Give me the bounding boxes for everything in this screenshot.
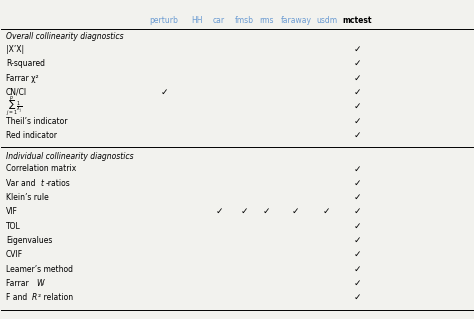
Text: VIF: VIF (6, 207, 18, 216)
Text: fmsb: fmsb (235, 16, 254, 26)
Text: ✓: ✓ (215, 207, 223, 216)
Text: faraway: faraway (281, 16, 311, 26)
Text: F and: F and (6, 293, 30, 302)
Text: Overall collinearity diagnostics: Overall collinearity diagnostics (6, 32, 124, 41)
Text: mctest: mctest (342, 16, 372, 26)
Text: ✓: ✓ (354, 116, 361, 125)
Text: ✓: ✓ (354, 131, 361, 140)
Text: ✓: ✓ (354, 207, 361, 216)
Text: ✓: ✓ (354, 102, 361, 111)
Text: Leamer’s method: Leamer’s method (6, 264, 73, 274)
Text: car: car (213, 16, 225, 26)
Text: R-squared: R-squared (6, 59, 45, 68)
Text: Farrar: Farrar (6, 279, 31, 288)
Text: $\sum_{j=1}^{p} \frac{1}{\lambda_j}$: $\sum_{j=1}^{p} \frac{1}{\lambda_j}$ (6, 95, 22, 119)
Text: Theil’s indicator: Theil’s indicator (6, 116, 68, 125)
Text: ✓: ✓ (354, 59, 361, 68)
Text: Individual collinearity diagnostics: Individual collinearity diagnostics (6, 152, 134, 161)
Text: ² relation: ² relation (37, 293, 73, 302)
Text: ✓: ✓ (354, 293, 361, 302)
Text: ✓: ✓ (354, 222, 361, 231)
Text: ✓: ✓ (292, 207, 300, 216)
Text: perturb: perturb (149, 16, 178, 26)
Text: HH: HH (191, 16, 203, 26)
Text: Correlation matrix: Correlation matrix (6, 165, 76, 174)
Text: ✓: ✓ (354, 88, 361, 97)
Text: ✓: ✓ (354, 264, 361, 274)
Text: ✓: ✓ (354, 165, 361, 174)
Text: ✓: ✓ (323, 207, 330, 216)
Text: t: t (40, 179, 44, 188)
Text: -ratios: -ratios (46, 179, 71, 188)
Text: Var and: Var and (6, 179, 38, 188)
Text: CN/CI: CN/CI (6, 88, 27, 97)
Text: TOL: TOL (6, 222, 21, 231)
Text: usdm: usdm (316, 16, 337, 26)
Text: Eigenvalues: Eigenvalues (6, 236, 53, 245)
Text: ✓: ✓ (160, 88, 168, 97)
Text: R: R (32, 293, 37, 302)
Text: Farrar χ²: Farrar χ² (6, 74, 39, 83)
Text: ✓: ✓ (354, 279, 361, 288)
Text: Red indicator: Red indicator (6, 131, 57, 140)
Text: ᵢ: ᵢ (42, 281, 44, 286)
Text: CVIF: CVIF (6, 250, 23, 259)
Text: ✓: ✓ (354, 74, 361, 83)
Text: ✓: ✓ (263, 207, 270, 216)
Text: ✓: ✓ (354, 250, 361, 259)
Text: ✓: ✓ (354, 193, 361, 202)
Text: W: W (36, 279, 43, 288)
Text: ✓: ✓ (240, 207, 248, 216)
Text: rms: rms (259, 16, 273, 26)
Text: |X’X|: |X’X| (6, 45, 24, 54)
Text: ✓: ✓ (354, 236, 361, 245)
Text: Klein’s rule: Klein’s rule (6, 193, 49, 202)
Text: ✓: ✓ (354, 179, 361, 188)
Text: ✓: ✓ (354, 45, 361, 54)
